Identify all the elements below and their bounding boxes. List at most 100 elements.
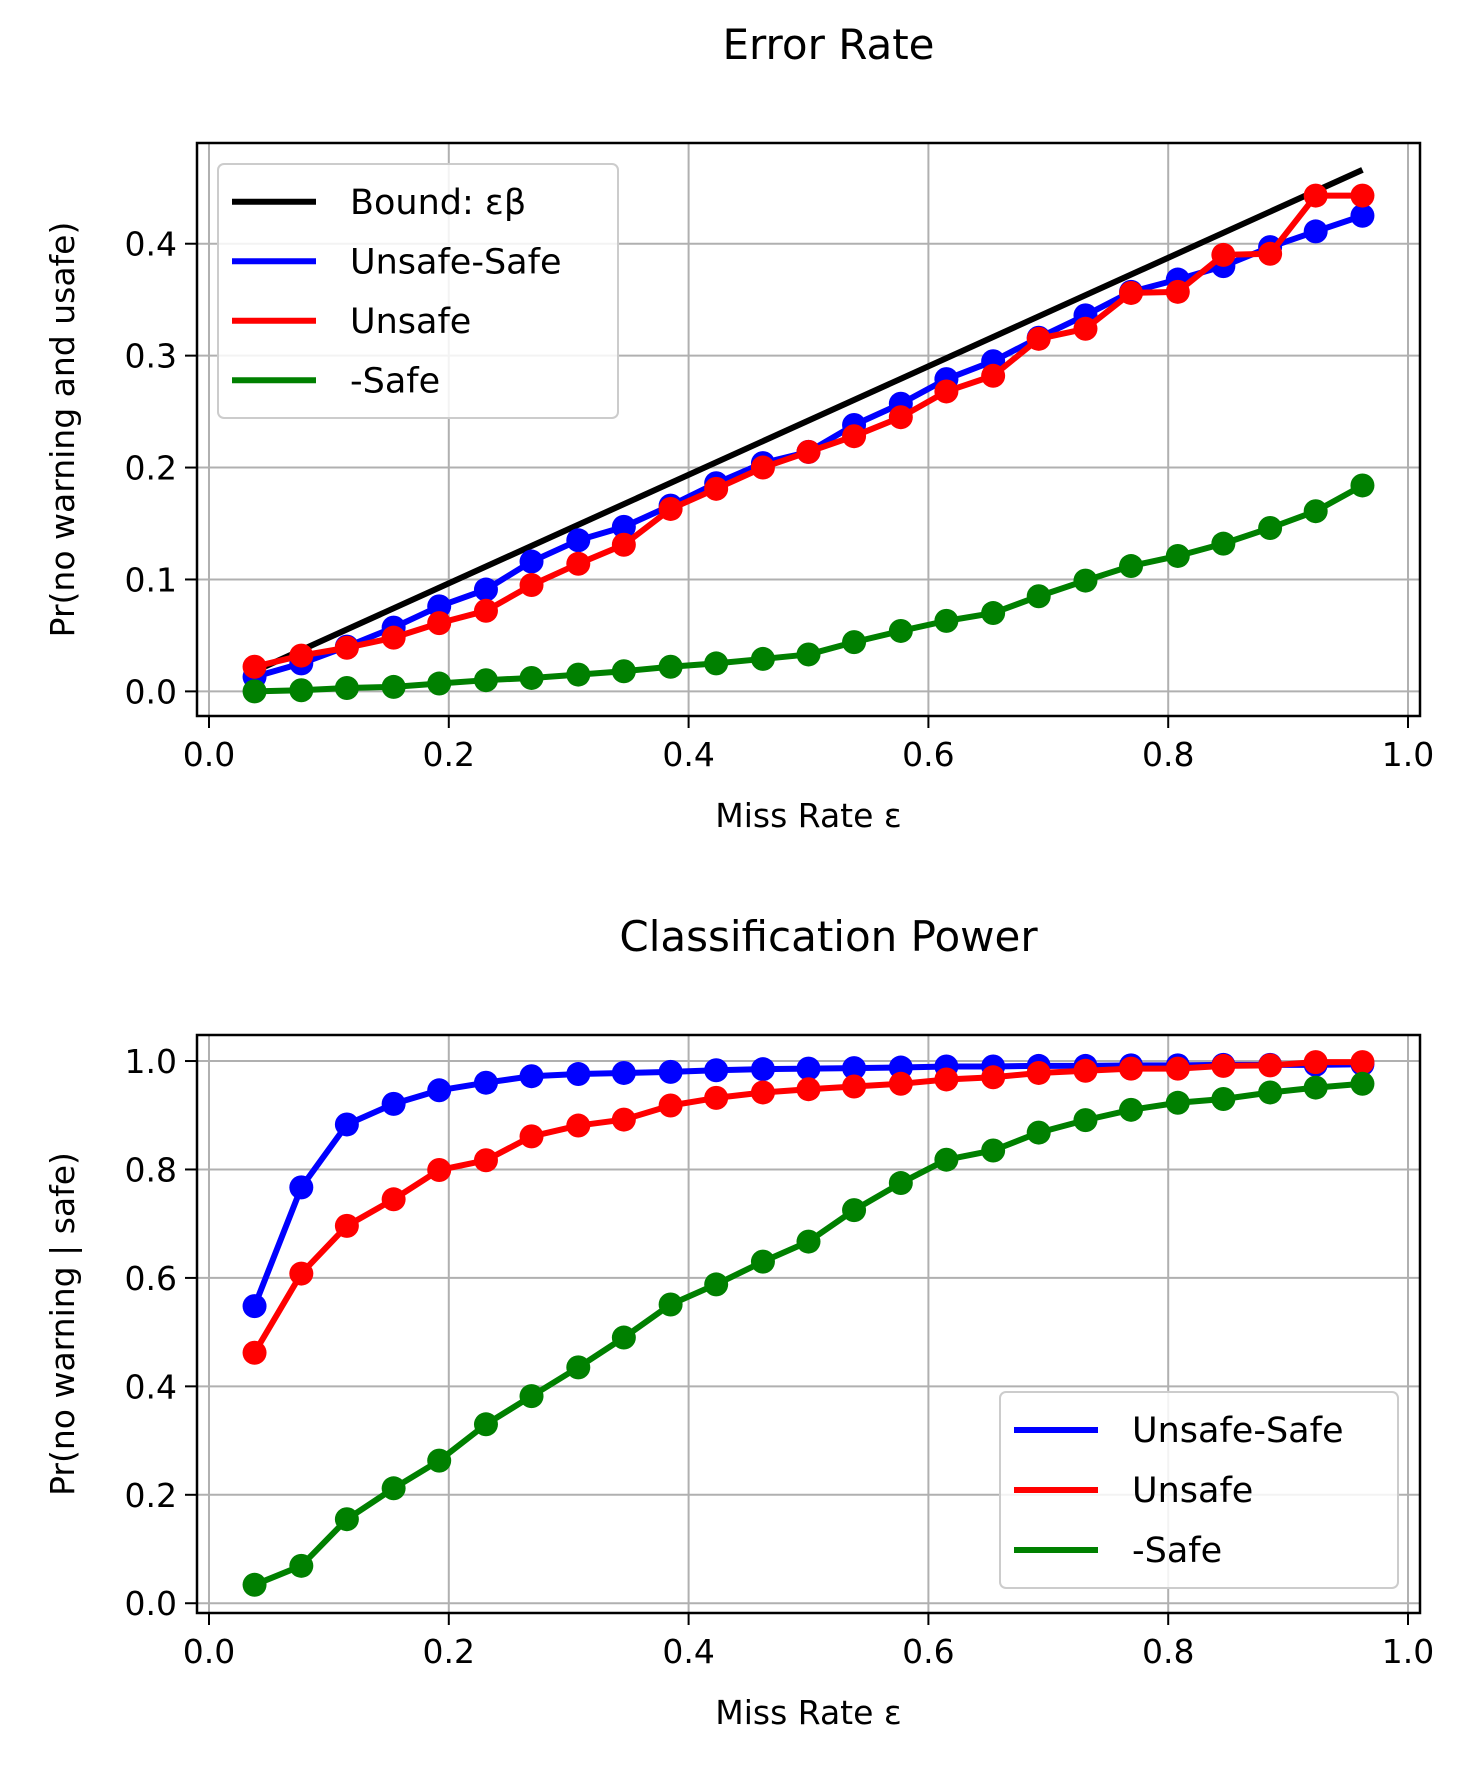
data-point <box>888 1171 913 1196</box>
series-1 <box>242 1050 1375 1365</box>
y-tick-label: 0.0 <box>125 672 177 711</box>
data-point <box>334 676 359 701</box>
series-2 <box>242 1071 1375 1597</box>
data-point <box>1211 1053 1236 1078</box>
data-point <box>427 611 452 636</box>
x-tick-label: 0.8 <box>1142 1632 1194 1671</box>
data-point <box>289 643 314 668</box>
data-point <box>1119 280 1144 305</box>
data-point <box>796 439 821 464</box>
data-point <box>566 1062 591 1087</box>
chart-title: Classification Power <box>619 912 1038 961</box>
data-point <box>981 1138 1006 1163</box>
data-point <box>473 1070 498 1095</box>
data-point <box>242 679 267 704</box>
data-point <box>381 1091 406 1116</box>
data-point <box>704 651 729 676</box>
x-tick-label: 0.2 <box>423 735 475 774</box>
data-point <box>334 1213 359 1238</box>
data-point <box>796 1077 821 1102</box>
data-point <box>473 598 498 623</box>
y-tick-label: 0.3 <box>125 337 177 376</box>
data-point <box>1303 219 1328 244</box>
data-point <box>981 363 1006 388</box>
chart-title: Error Rate <box>722 20 934 69</box>
data-point <box>473 1148 498 1173</box>
legend-box <box>999 1391 1399 1589</box>
data-point <box>566 1113 591 1138</box>
x-tick-label: 0.0 <box>183 735 235 774</box>
data-point <box>473 668 498 693</box>
data-point <box>242 1340 267 1365</box>
data-point <box>1350 203 1375 228</box>
data-point <box>1026 1120 1051 1145</box>
data-point <box>1073 568 1098 593</box>
x-tick-label: 1.0 <box>1382 1632 1434 1671</box>
y-tick-label: 0.8 <box>125 1150 177 1189</box>
data-point <box>1211 242 1236 267</box>
ticks: 0.0 0.2 0.4 0.6 0.8 1.0 0.0 0.1 0.2 0.3 0.4 <box>125 225 1435 774</box>
axes-frame <box>195 141 1422 718</box>
legend-item: Bound: εβ <box>232 183 526 223</box>
y-tick-label: 0.1 <box>125 560 177 599</box>
data-point <box>704 1085 729 1110</box>
data-point <box>381 625 406 650</box>
series-2 <box>242 183 1375 679</box>
legend-box <box>217 163 619 419</box>
data-point <box>381 1476 406 1501</box>
data-point <box>289 678 314 703</box>
data-point <box>381 1187 406 1212</box>
y-tick-label: 0.4 <box>125 1367 177 1406</box>
data-point <box>1165 1090 1190 1115</box>
data-point <box>1350 473 1375 498</box>
data-point <box>934 379 959 404</box>
data-point <box>796 642 821 667</box>
data-point <box>934 1147 959 1172</box>
data-point <box>519 1384 544 1409</box>
y-tick-label: 1.0 <box>125 1042 177 1081</box>
data-point <box>1303 183 1328 208</box>
data-point <box>1073 1108 1098 1133</box>
chart-classification-power: Classification Power Miss Rate ε Pr(no w… <box>43 912 1434 1732</box>
data-point <box>334 635 359 660</box>
data-point <box>842 1074 867 1099</box>
data-point <box>289 1553 314 1578</box>
data-point <box>1258 241 1283 266</box>
legend-item: -Safe <box>232 361 440 401</box>
data-point <box>934 1067 959 1092</box>
data-point <box>842 1056 867 1081</box>
data-point <box>842 424 867 449</box>
data-point <box>796 1229 821 1254</box>
data-point <box>888 618 913 643</box>
data-point <box>658 654 683 679</box>
legend-item: Unsafe <box>232 302 471 342</box>
data-point <box>750 455 775 480</box>
data-point <box>658 1093 683 1118</box>
chart-error-rate: Error Rate Miss Rate ε Pr(no warning and… <box>43 20 1434 835</box>
data-point <box>1303 499 1328 524</box>
legend-item: Unsafe-Safe <box>232 242 562 282</box>
data-point <box>658 496 683 521</box>
data-point <box>1258 515 1283 540</box>
data-point <box>427 1158 452 1183</box>
y-tick-label: 0.0 <box>125 1584 177 1623</box>
data-point <box>981 1065 1006 1090</box>
data-point <box>242 1294 267 1319</box>
data-point <box>289 1261 314 1286</box>
x-tick-label: 0.6 <box>902 1632 954 1671</box>
data-point <box>1350 1071 1375 1096</box>
legend-label: -Safe <box>350 361 440 401</box>
data-point <box>611 1325 636 1350</box>
x-tick-label: 0.4 <box>662 735 714 774</box>
data-point <box>1073 1058 1098 1083</box>
ticks: 0.0 0.2 0.4 0.6 0.8 1.0 0.0 0.2 0.4 0.6 0.8 1.0 <box>125 1042 1435 1671</box>
data-point <box>334 1507 359 1532</box>
data-point <box>381 674 406 699</box>
data-point <box>611 514 636 539</box>
x-tick-label: 0.6 <box>902 735 954 774</box>
data-point <box>796 1056 821 1081</box>
data-point <box>1119 554 1144 579</box>
y-tick-label: 0.2 <box>125 449 177 488</box>
legend-label: Bound: εβ <box>350 183 526 223</box>
